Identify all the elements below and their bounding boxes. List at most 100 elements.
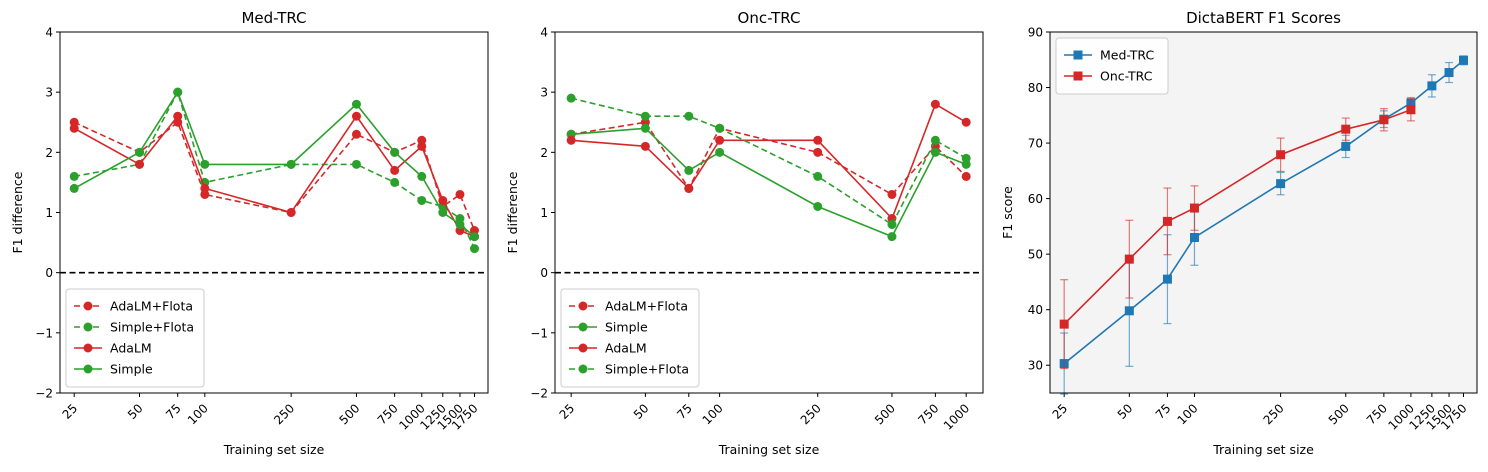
data-point — [887, 189, 897, 199]
y-tick-label: 0 — [540, 266, 548, 280]
data-point — [684, 111, 694, 121]
data-point — [69, 171, 79, 181]
data-point — [69, 183, 79, 193]
data-point — [200, 183, 210, 193]
legend-marker — [578, 364, 588, 374]
data-point — [286, 208, 296, 217]
data-point — [961, 117, 971, 127]
y-tick-label: 30 — [1028, 359, 1043, 373]
legend-marker — [578, 322, 588, 332]
axes-frame — [1049, 31, 1478, 394]
legend-label: AdaLM — [605, 341, 647, 356]
y-tick-label: 4 — [540, 26, 548, 40]
series-simple-flota — [566, 93, 971, 230]
y-tick-label: 2 — [45, 146, 53, 160]
chart-panel-3: DictaBERT F1 Scores 30 40 50 60 70 80 90 25 50 75 1… — [1000, 9, 1478, 457]
y-tick-label: 0 — [45, 266, 53, 280]
x-tick-label: 75 — [1153, 401, 1174, 422]
x-tick-label: 75 — [674, 401, 695, 422]
data-point — [417, 171, 427, 181]
data-point — [1341, 124, 1351, 134]
y-tick-label: 70 — [1028, 137, 1043, 151]
data-point — [390, 165, 400, 175]
y-tick-label: 50 — [1028, 248, 1043, 262]
data-point — [438, 208, 448, 217]
legend-label: AdaLM — [110, 341, 152, 356]
data-point — [1379, 115, 1389, 125]
legend-marker — [83, 301, 93, 311]
x-tick-label: 50 — [631, 401, 652, 422]
data-point — [351, 129, 361, 139]
data-point — [455, 189, 465, 199]
legend-label: Simple+Flota — [110, 320, 194, 335]
y-tick-label: 3 — [45, 86, 53, 100]
legend-label: Med-TRC — [1100, 48, 1154, 63]
legend: AdaLM+Flota Simple AdaLM Simple+Flota — [560, 288, 700, 388]
data-point — [469, 244, 479, 254]
data-point — [930, 99, 940, 109]
data-point — [1124, 254, 1134, 264]
series-onc-trc — [1059, 98, 1416, 370]
legend-marker — [578, 301, 588, 311]
series-simple — [566, 123, 971, 242]
legend-marker — [1073, 50, 1083, 60]
x-axis-label: Training set size — [718, 442, 820, 457]
data-point — [930, 147, 940, 157]
legend: AdaLM+Flota Simple+Flota AdaLM Simple — [65, 288, 205, 388]
legend-marker — [83, 343, 93, 353]
legend-label: AdaLM+Flota — [605, 299, 688, 314]
x-tick-label: 500 — [1326, 401, 1352, 427]
legend-box — [1055, 37, 1169, 95]
legend-label: AdaLM+Flota — [110, 299, 193, 314]
legend-label: Simple+Flota — [605, 362, 689, 377]
legend-label: Simple — [110, 362, 153, 377]
y-tick-label: 2 — [540, 146, 548, 160]
data-point — [69, 123, 79, 133]
x-tick-label: 1000 — [941, 401, 972, 432]
data-point — [930, 135, 940, 145]
data-point — [887, 232, 897, 242]
axes-frame — [59, 31, 489, 394]
data-point — [715, 147, 725, 157]
series-adalm — [566, 99, 971, 224]
y-tick-label: 80 — [1028, 81, 1043, 95]
y-tick-label: 1 — [45, 206, 53, 220]
data-point — [566, 135, 576, 145]
axes-frame — [554, 31, 984, 394]
series-line — [571, 121, 967, 196]
y-tick-label: −1 — [35, 326, 53, 340]
y-tick-label: 1 — [540, 206, 548, 220]
chart-title: Med-TRC — [241, 9, 306, 27]
x-tick-label: 50 — [1115, 401, 1136, 422]
x-tick-label: 500 — [872, 401, 898, 427]
legend-marker — [578, 343, 588, 353]
x-tick-label: 500 — [336, 401, 362, 427]
data-point — [438, 195, 448, 205]
series-line — [571, 103, 967, 220]
data-point — [1406, 105, 1416, 115]
data-point — [961, 171, 971, 181]
y-tick-label: 40 — [1028, 303, 1043, 317]
chart-title: DictaBERT F1 Scores — [1186, 9, 1341, 27]
y-tick-label: −1 — [530, 326, 548, 340]
data-point — [455, 220, 465, 230]
legend: Med-TRC Onc-TRC — [1055, 37, 1169, 95]
data-point — [813, 147, 823, 157]
data-point — [286, 159, 296, 169]
data-point — [135, 147, 145, 157]
data-point — [1444, 68, 1454, 78]
data-point — [1162, 274, 1172, 284]
data-point — [1427, 81, 1437, 91]
data-point — [813, 201, 823, 211]
y-axis-label: F1 score — [1000, 186, 1015, 239]
data-point — [640, 141, 650, 151]
legend-marker — [1073, 71, 1083, 81]
data-point — [417, 141, 427, 151]
data-point — [351, 99, 361, 109]
x-tick-label: 50 — [125, 401, 146, 422]
data-point — [200, 159, 210, 169]
data-point — [1189, 203, 1199, 213]
y-tick-label: −2 — [530, 387, 548, 401]
